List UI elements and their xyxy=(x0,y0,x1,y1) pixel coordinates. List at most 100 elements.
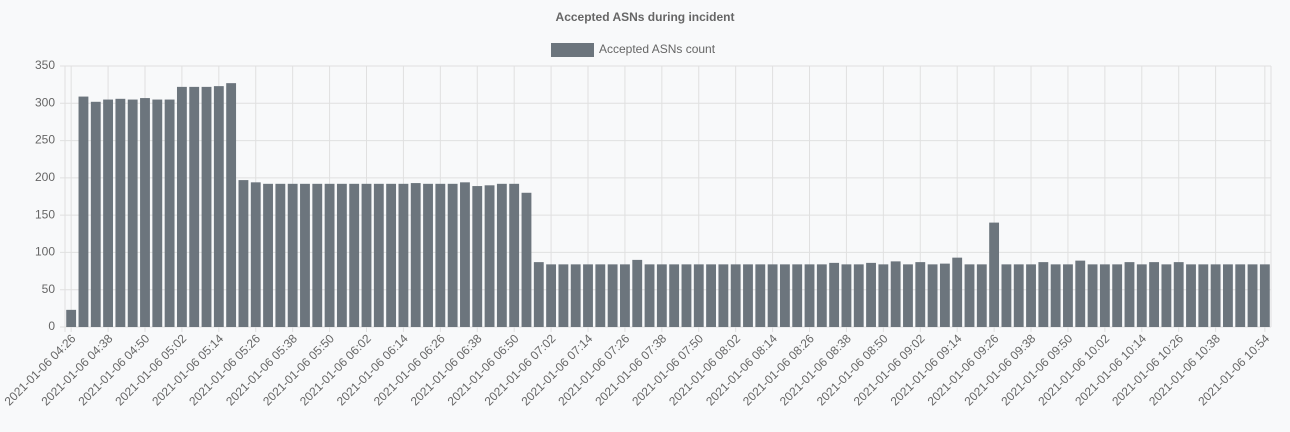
bar xyxy=(952,257,963,327)
bar xyxy=(472,186,483,327)
bar xyxy=(1013,264,1024,327)
y-tick-label: 0 xyxy=(48,319,55,333)
bar xyxy=(866,262,876,327)
bar xyxy=(669,264,680,327)
bar xyxy=(533,262,544,327)
y-tick-label: 300 xyxy=(35,95,55,109)
bar xyxy=(1235,264,1246,327)
bar xyxy=(829,262,840,327)
bar xyxy=(1112,264,1123,327)
bar xyxy=(1259,264,1270,327)
bar xyxy=(103,99,113,327)
bar xyxy=(66,309,77,327)
bar xyxy=(620,264,630,327)
bar xyxy=(140,98,150,328)
bar xyxy=(718,264,729,327)
bar xyxy=(238,180,249,327)
bar xyxy=(1198,264,1209,327)
bar xyxy=(595,264,606,327)
bar xyxy=(792,264,803,327)
bar xyxy=(152,99,163,327)
bar xyxy=(583,264,593,327)
bar xyxy=(964,264,975,327)
bar xyxy=(890,261,901,327)
bar xyxy=(546,264,557,327)
bar xyxy=(1087,264,1098,327)
bar xyxy=(189,86,200,327)
bar xyxy=(410,183,421,327)
bar xyxy=(176,86,187,327)
bar xyxy=(90,101,101,328)
bar xyxy=(1247,264,1258,327)
bar xyxy=(656,264,667,327)
bar xyxy=(287,183,298,327)
bar xyxy=(1186,264,1196,327)
bar xyxy=(1136,264,1147,327)
bar xyxy=(903,264,913,327)
legend-swatch xyxy=(551,43,594,57)
bar xyxy=(386,183,397,327)
bar xyxy=(423,183,433,327)
bar xyxy=(226,83,237,327)
y-tick-label: 150 xyxy=(35,207,55,221)
bar xyxy=(509,183,520,327)
bar xyxy=(853,264,864,327)
bar xyxy=(213,86,224,328)
bar xyxy=(743,264,753,327)
bar xyxy=(496,183,507,327)
bar xyxy=(804,264,815,327)
bar xyxy=(1075,260,1086,327)
bar xyxy=(558,264,569,327)
bar xyxy=(1099,264,1110,327)
bar xyxy=(644,264,655,327)
bar xyxy=(275,183,286,327)
bar xyxy=(755,264,766,327)
bar xyxy=(878,264,889,327)
bar xyxy=(767,264,778,327)
bar xyxy=(816,264,827,327)
bar xyxy=(373,183,384,327)
bar xyxy=(127,99,138,327)
bar xyxy=(939,263,950,327)
y-tick-label: 50 xyxy=(42,282,56,296)
bar xyxy=(1223,264,1233,327)
bar xyxy=(841,264,852,327)
bar xyxy=(78,96,89,328)
bar xyxy=(607,264,618,327)
bar xyxy=(927,264,938,327)
bar xyxy=(706,264,716,327)
bar xyxy=(484,185,495,327)
bar xyxy=(1149,262,1160,327)
bar xyxy=(1038,262,1049,327)
bar xyxy=(570,264,581,327)
bar xyxy=(1001,264,1012,327)
bar xyxy=(1173,262,1184,327)
bar xyxy=(1210,264,1221,327)
bar xyxy=(398,183,409,327)
bar xyxy=(915,262,926,327)
bar xyxy=(115,98,126,327)
bar xyxy=(779,264,790,327)
bar xyxy=(730,264,741,327)
bar xyxy=(1026,264,1036,327)
bar xyxy=(300,183,310,327)
bar xyxy=(989,222,1000,327)
bar xyxy=(164,99,175,327)
y-tick-label: 100 xyxy=(35,245,55,259)
bar xyxy=(435,183,446,327)
bar xyxy=(693,264,704,327)
y-tick-label: 250 xyxy=(35,133,55,147)
bar xyxy=(976,264,987,327)
bar xyxy=(1161,264,1172,327)
bar xyxy=(263,183,273,327)
bar xyxy=(361,183,372,327)
bar xyxy=(447,183,458,327)
bar xyxy=(336,183,347,327)
legend-label: Accepted ASNs count xyxy=(599,42,716,56)
bar xyxy=(521,192,532,327)
y-tick-label: 350 xyxy=(35,58,55,72)
bar xyxy=(324,183,335,327)
bar xyxy=(632,259,643,327)
bar xyxy=(681,264,692,327)
